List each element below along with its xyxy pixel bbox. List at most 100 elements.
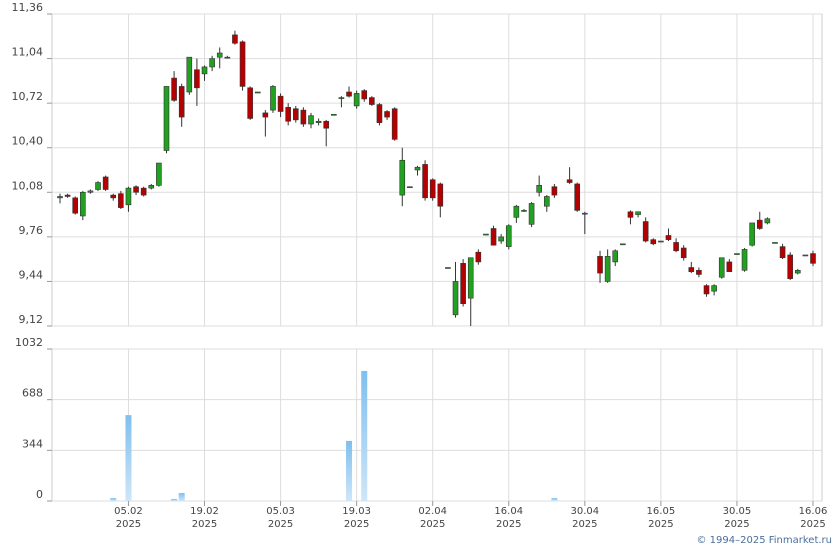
candle-body [171,77,177,101]
candle-body [178,86,185,118]
y-tick-label: 10,08 [12,179,44,192]
candle-body [475,251,482,263]
volume-bar [125,415,132,501]
candle-body [125,187,132,206]
candle-body [741,249,748,271]
y-tick-label: 9,12 [19,313,44,326]
candle-body [399,159,406,196]
candle-body [749,222,755,246]
x-tick-label: 05.02 2025 [114,506,143,530]
candle-body [673,242,679,252]
y-tick-label: 11,04 [12,46,44,59]
candle-body [612,250,619,263]
candle-body [270,86,276,111]
candle-body [361,90,368,100]
candle-body [384,111,390,118]
candle-body [627,211,634,218]
candle-body [452,281,459,316]
y-tick-label: 344 [22,437,43,450]
candle-body [254,91,261,94]
candle-body [810,253,816,264]
volume-bar [110,498,117,501]
candle-body [323,120,330,129]
candle-body [57,196,63,199]
candle-body [620,243,626,246]
candle-body [331,113,337,116]
candle-body [582,212,588,215]
candle-body [102,176,109,190]
candle-body [216,52,223,58]
candle-body [597,256,603,274]
candle-body [186,56,193,93]
footer: © 1994–2025 Finmarket.ru [696,535,832,546]
candle-body [483,233,489,236]
candle-body [756,219,763,229]
candle-body [650,239,657,245]
candle-body [528,203,535,225]
candle-body [688,267,695,272]
candle-body [285,107,291,122]
candle-body [87,190,94,193]
y-tick-label: 10,40 [12,135,44,148]
candle-body [437,183,444,207]
volume-bar [551,498,558,501]
x-tick-label: 19.02 2025 [190,506,219,530]
y-tick-label: 688 [22,387,43,400]
candle-body [376,104,383,123]
y-tick-label: 11,36 [12,1,44,14]
candle-body [802,254,809,257]
candle-body [429,179,436,199]
candle-body [247,87,253,119]
plot-area [51,13,823,327]
candle-body [209,58,215,68]
candle-body [505,225,512,247]
y-tick-label: 0 [36,488,43,501]
candle-body [277,95,284,112]
candle-body [543,196,550,207]
x-tick-label: 16.04 2025 [494,506,524,530]
candle-body [300,109,307,125]
candle-body [665,235,672,240]
candle-body [64,194,71,197]
candle-body [680,247,687,259]
y-tick-label: 10,72 [12,90,44,103]
candle-body [467,257,474,299]
candle-body [110,194,117,199]
candle-body [262,112,269,118]
candle-body [148,185,155,189]
candle-body [445,267,451,269]
candle-body [574,183,581,211]
candle-body [369,97,375,105]
candle-body [353,93,360,107]
candle-body [726,261,733,272]
candle-body [140,187,147,196]
candle-body [604,256,611,282]
candle-body [635,211,641,215]
candle-body [391,108,398,140]
candle-body [239,41,246,87]
candle-body [201,66,208,75]
candle-body [163,86,170,151]
candle-body [308,115,314,125]
candle-body [779,246,786,259]
x-tick-label: 19.03 2025 [342,506,371,530]
candle-body [734,253,740,255]
candle-body [513,205,520,218]
volume-bar [361,370,368,501]
y-tick-label: 1032 [15,336,43,349]
candle-body [772,242,778,244]
candle-body [194,69,200,89]
candle-body [703,285,710,295]
y-tick-label: 9,44 [19,268,44,281]
candle-body [422,164,428,199]
candle-body [696,269,702,275]
candle-body [551,186,558,196]
candle-body [95,182,101,190]
candle-body [224,56,231,59]
volume-bar [346,440,353,501]
x-tick-label: 05.03 2025 [266,506,295,530]
candle-body [794,269,801,274]
x-tick-label: 02.04 2025 [418,506,447,530]
candle-body [118,193,124,208]
